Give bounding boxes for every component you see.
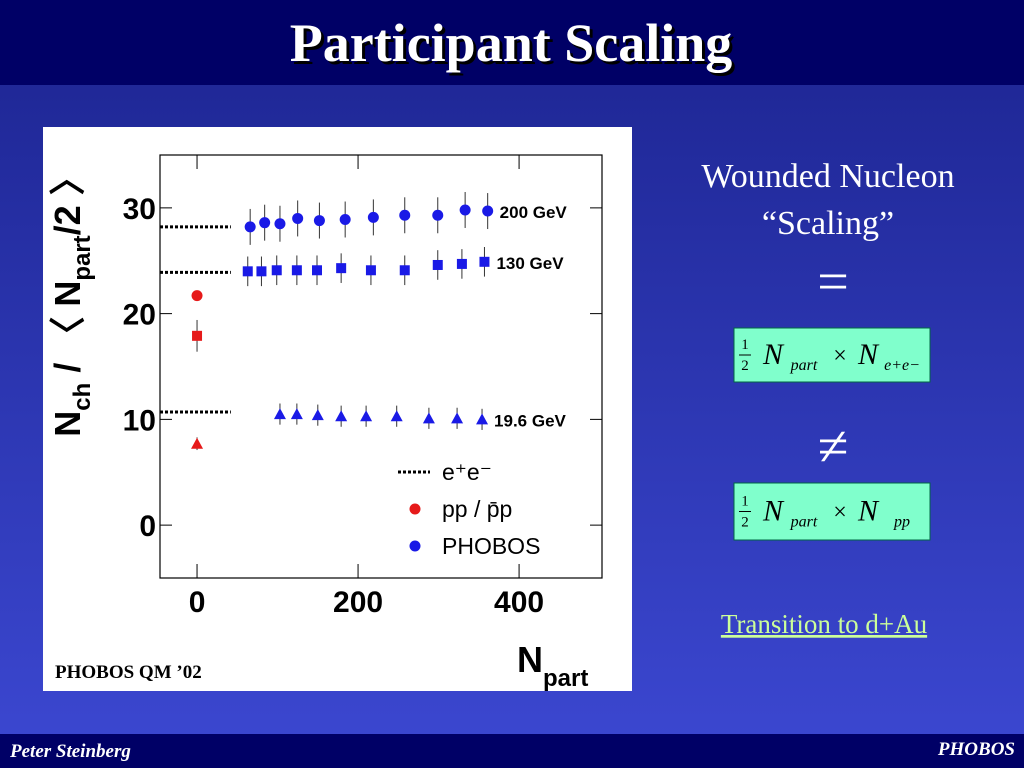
data-point: [451, 412, 464, 424]
legend-label: pp / p̄p: [442, 496, 512, 522]
data-point: [390, 410, 403, 422]
data-point: [256, 266, 267, 277]
data-point: [482, 205, 494, 217]
y-axis-label: Nch / 〈 Npart/2 〉: [47, 159, 96, 436]
data-point: [422, 412, 435, 424]
y-axis-label-part: part: [69, 235, 96, 280]
data-point: [191, 437, 204, 449]
chart-panel: [43, 127, 632, 691]
data-point: [271, 265, 282, 276]
data-point: [291, 265, 302, 276]
data-point: [456, 258, 467, 269]
title: Participant Scaling: [290, 13, 733, 73]
data-point: [274, 218, 286, 230]
formula-subscript: part: [790, 514, 818, 531]
series-label: 19.6 GeV: [494, 411, 566, 430]
data-point: [360, 410, 373, 422]
title-bar: [0, 0, 1024, 85]
x-axis-label: Npart: [517, 639, 588, 692]
side-text: Wounded Nucleon: [701, 158, 954, 195]
legend-symbol: [409, 503, 421, 515]
x-axis-label-part: N: [517, 639, 543, 680]
data-point: [476, 413, 489, 425]
formula-subscript: part: [790, 357, 818, 374]
data-point: [335, 410, 348, 422]
data-point: [191, 290, 203, 302]
formula-symbol: N: [762, 338, 785, 371]
x-axis-label-part: part: [543, 665, 588, 692]
y-tick-label: 30: [123, 193, 156, 226]
formula-operator: ×: [833, 343, 847, 369]
title-shadow: Participant Scaling: [293, 16, 736, 76]
formula-subscript: e+e−: [884, 357, 920, 374]
data-point: [459, 204, 471, 216]
plot-frame: [159, 154, 603, 579]
legend-label: PHOBOS: [442, 533, 540, 559]
series-label: 200 GeV: [500, 203, 568, 222]
data-point: [399, 265, 410, 276]
formula-operator: ×: [833, 500, 847, 526]
footer-bar: [0, 734, 1024, 768]
data-point: [259, 217, 271, 229]
fraction-numerator: 1: [741, 337, 749, 353]
data-point: [311, 265, 322, 276]
formula-subscript: pp: [893, 514, 910, 531]
y-axis-label-part: N: [47, 411, 88, 437]
y-tick-label: 10: [123, 404, 156, 437]
y-axis-label-part: / 〈 N: [47, 281, 88, 383]
y-axis-label-part: ch: [69, 383, 96, 411]
footer-text: PHOBOS: [937, 739, 1015, 760]
data-point: [311, 409, 324, 421]
not-equal-sign: ≠: [818, 416, 849, 478]
data-point: [192, 330, 203, 341]
data-point: [399, 209, 411, 221]
equal-sign: =: [817, 251, 849, 313]
data-point: [432, 209, 444, 221]
footer-text: Peter Steinberg: [9, 741, 131, 762]
side-text: “Scaling”: [762, 205, 894, 242]
data-point: [290, 408, 303, 420]
data-point: [432, 259, 443, 270]
legend-label: e⁺e⁻: [442, 459, 492, 485]
data-point: [313, 215, 325, 227]
data-point: [365, 265, 376, 276]
data-point: [292, 212, 304, 224]
data-point: [367, 211, 379, 223]
fraction-numerator: 1: [741, 494, 749, 510]
data-point: [244, 221, 256, 233]
chart-caption: PHOBOS QM ’02: [55, 662, 202, 683]
y-axis-label-part: /2 〉: [47, 159, 88, 235]
x-tick-label: 400: [494, 586, 544, 619]
y-tick-label: 20: [123, 299, 156, 332]
legend-symbol: [409, 540, 421, 552]
y-tick-label: 0: [139, 510, 156, 543]
link[interactable]: Transition to d+Au: [721, 609, 928, 639]
series-label: 130 GeV: [496, 254, 564, 273]
data-point: [273, 408, 286, 420]
formula-symbol: N: [857, 495, 880, 528]
formula-box: [733, 482, 931, 541]
data-point: [339, 214, 351, 226]
fraction-denominator: 2: [741, 358, 749, 374]
formula-symbol: N: [762, 495, 785, 528]
x-tick-label: 0: [189, 586, 206, 619]
formula-box: [733, 327, 931, 383]
data-point: [336, 263, 347, 274]
data-point: [479, 256, 490, 267]
formula-symbol: N: [857, 338, 880, 371]
data-point: [242, 266, 253, 277]
fraction-denominator: 2: [741, 515, 749, 531]
x-tick-label: 200: [333, 586, 383, 619]
